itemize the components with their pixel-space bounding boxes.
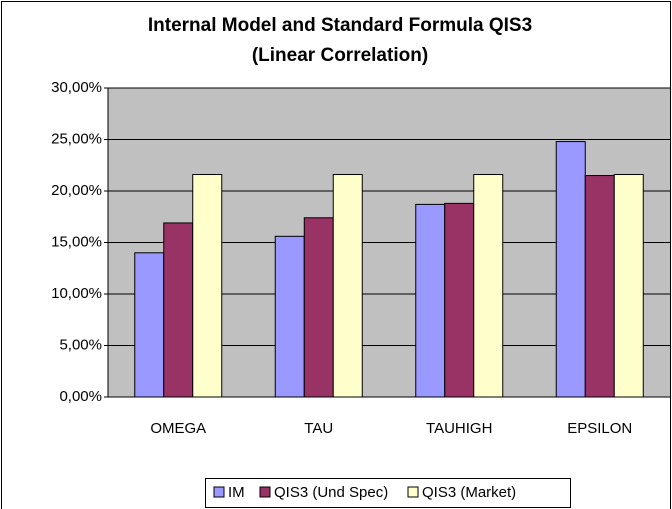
x-tick-label: OMEGA xyxy=(150,420,206,437)
x-tick-label: EPSILON xyxy=(567,420,632,437)
bar xyxy=(584,175,615,398)
bar xyxy=(473,174,504,398)
bar xyxy=(613,174,644,398)
legend-label: QIS3 (Market) xyxy=(422,484,516,501)
bar xyxy=(555,141,586,398)
bar xyxy=(303,217,334,398)
bar xyxy=(415,203,446,398)
legend-label: IM xyxy=(228,484,245,501)
bar xyxy=(192,174,223,398)
y-tick-label: 30,00% xyxy=(51,79,102,96)
bar xyxy=(163,222,194,398)
y-tick-label: 0,00% xyxy=(59,388,102,405)
x-tick-label: TAUHIGH xyxy=(426,420,492,437)
y-tick-label: 15,00% xyxy=(51,233,102,250)
legend-label: QIS3 (Und Spec) xyxy=(274,484,388,501)
chart-title: (Linear Correlation) xyxy=(252,45,428,66)
legend-swatch xyxy=(213,486,225,498)
y-tick-label: 25,00% xyxy=(51,130,102,147)
bar xyxy=(444,202,475,398)
y-tick-label: 20,00% xyxy=(51,182,102,199)
y-tick-label: 5,00% xyxy=(59,336,102,353)
chart-title: Internal Model and Standard Formula QIS3 xyxy=(148,15,532,36)
legend-swatch xyxy=(407,486,419,498)
y-tick-label: 10,00% xyxy=(51,285,102,302)
bar xyxy=(134,252,165,398)
legend-swatch xyxy=(259,486,271,498)
bar xyxy=(274,235,305,398)
bar xyxy=(332,174,363,398)
x-tick-label: TAU xyxy=(304,420,333,437)
legend xyxy=(205,478,571,508)
